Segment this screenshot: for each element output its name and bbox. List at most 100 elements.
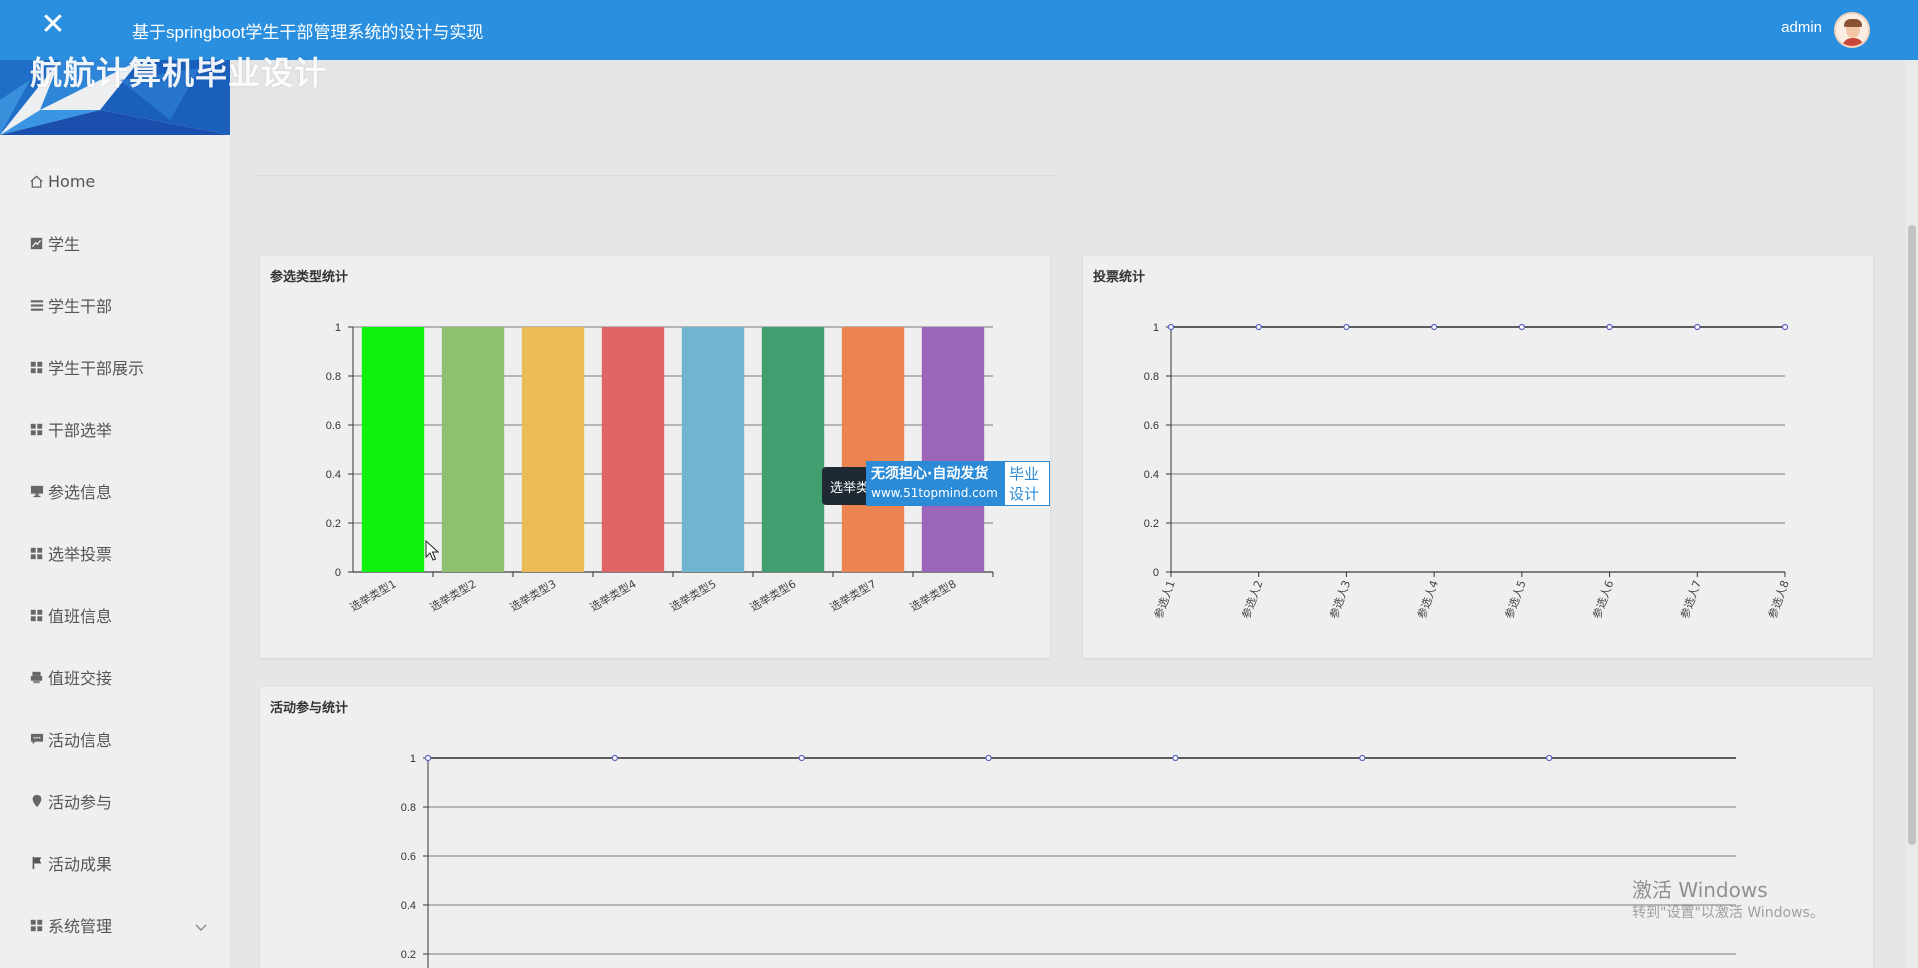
main-content: 参选类型统计 0 0.2 0.4 0.6 0.8 1 选举类型1 选举类型2 选举类型3 选举类型… — [230, 60, 1918, 968]
y-tick-label: 1 — [335, 322, 341, 334]
sidebar-item-candidate-info[interactable]: 参选信息 — [0, 460, 230, 522]
sidebar-item-activity-participation[interactable]: 活动参与 — [0, 770, 230, 832]
sidebar-item-system-management[interactable]: 系统管理 — [0, 894, 230, 956]
y-tick-label: 0.6 — [401, 851, 416, 863]
avatar[interactable] — [1834, 12, 1870, 48]
y-tick-label: 1 — [1153, 322, 1159, 334]
watermark-badge2: 设计 — [1009, 485, 1040, 503]
watermark-badge1: 毕业 — [1009, 465, 1040, 483]
candidate-type-chart-panel: 参选类型统计 0 0.2 0.4 0.6 0.8 1 选举类型1 选举类型2 选举类型3 选举类型… — [260, 256, 1050, 658]
grid-icon — [29, 608, 44, 623]
x-tick-label: 参选人8 — [1765, 578, 1792, 620]
y-tick-label: 0.2 — [1144, 518, 1159, 530]
y-tick-label: 0 — [335, 567, 341, 579]
y-tick-label: 1 — [410, 753, 416, 765]
scrollbar[interactable] — [1906, 60, 1918, 968]
y-tick-label: 0.8 — [1144, 371, 1159, 383]
sidebar-item-duty-info[interactable]: 值班信息 — [0, 584, 230, 646]
x-tick-label: 参选人5 — [1502, 578, 1529, 620]
sidebar-item-student[interactable]: 学生 — [0, 212, 230, 274]
sidebar-item-home[interactable]: Home — [0, 150, 230, 212]
sidebar-item-election-vote[interactable]: 选举投票 — [0, 522, 230, 584]
y-tick-label: 0.2 — [326, 518, 341, 530]
bar — [601, 327, 665, 572]
chart-title: 投票统计 — [1093, 270, 1146, 285]
sidebar-item-label: Home — [48, 171, 96, 191]
message-icon — [29, 732, 44, 747]
top-header: ✕ 基于springboot学生干部管理系统的设计与实现 admin — [0, 0, 1918, 60]
data-point — [1518, 323, 1525, 331]
data-point — [1694, 323, 1701, 331]
data-point — [798, 754, 805, 762]
x-tick-label: 参选人4 — [1414, 578, 1441, 620]
sidebar-item-duty-handover[interactable]: 值班交接 — [0, 646, 230, 708]
y-tick-label: 0.4 — [326, 469, 341, 481]
sidebar-item-cadre-election[interactable]: 干部选举 — [0, 398, 230, 460]
x-tick-label: 选举类型2 — [427, 576, 478, 614]
home-icon — [29, 174, 44, 189]
grid-icon — [29, 546, 44, 561]
data-point — [1431, 323, 1438, 331]
sidebar-item-label: 活动信息 — [48, 731, 113, 750]
chevron-down-icon[interactable] — [194, 918, 208, 937]
sidebar-item-label: 活动成果 — [48, 855, 113, 874]
divider — [255, 175, 1055, 176]
flag-icon — [29, 856, 44, 871]
username[interactable]: admin — [1781, 19, 1822, 36]
y-tick-label: 0 — [1153, 567, 1159, 579]
x-tick-label: 参选人1 — [1151, 578, 1178, 620]
sidebar-item-activity-info[interactable]: 活动信息 — [0, 708, 230, 770]
sidebar-item-label: 参选信息 — [48, 483, 113, 502]
y-tick-label: 0.6 — [1144, 420, 1159, 432]
sidebar-item-activity-results[interactable]: 活动成果 — [0, 832, 230, 894]
bar — [521, 327, 585, 572]
grid-icon — [29, 918, 44, 933]
sidebar-item-label: 值班信息 — [48, 607, 113, 626]
close-icon[interactable]: ✕ — [40, 7, 66, 42]
data-point — [1546, 754, 1553, 762]
scrollbar-thumb[interactable] — [1908, 225, 1916, 845]
watermark-badge: 毕业 设计 — [1004, 461, 1050, 506]
x-tick-label: 选举类型1 — [347, 576, 398, 614]
sidebar-item-label: 系统管理 — [48, 917, 113, 936]
sidebar-item-cadre-display[interactable]: 学生干部展示 — [0, 336, 230, 398]
bar — [441, 327, 505, 572]
data-point — [611, 754, 618, 762]
y-tick-label: 0.4 — [401, 900, 416, 912]
candidate-type-chart: 0 0.2 0.4 0.6 0.8 1 选举类型1 选举类型2 选举类型3 选举类型4 选举类型5 选… — [326, 322, 994, 614]
vote-chart-panel: 投票统计 0 0.2 0.4 0.6 0.8 1 参选人1 参选人2 参选人3 参选人4 参选人5 参… — [1083, 256, 1873, 658]
grid-icon — [29, 422, 44, 437]
bar — [761, 327, 825, 572]
bar — [681, 327, 745, 572]
sidebar-item-student-cadre[interactable]: 学生干部 — [0, 274, 230, 336]
bar — [361, 327, 425, 572]
mouse-cursor-icon — [425, 539, 440, 566]
watermark-line1: 无须担心·自动发货 — [871, 466, 989, 482]
chart-title: 活动参与统计 — [270, 701, 349, 716]
sidebar-item-label: 值班交接 — [48, 669, 113, 688]
list-icon — [29, 298, 44, 313]
watermark-ad: 无须担心·自动发货 www.51topmind.com — [866, 461, 1004, 506]
sidebar-menu: Home 学生 学生干部 学生干部展示 干部选举 参选信息 选举投票 值班信息 — [0, 150, 230, 956]
watermark-line2: www.51topmind.com — [871, 486, 998, 500]
y-tick-label: 0.8 — [401, 802, 416, 814]
activity-chart: 0.2 0.4 0.6 0.8 1 — [401, 753, 1736, 968]
data-point — [1172, 754, 1179, 762]
chart-icon — [29, 236, 44, 251]
location-icon — [29, 794, 44, 809]
vote-chart: 0 0.2 0.4 0.6 0.8 1 参选人1 参选人2 参选人3 参选人4 参选人5 参选人6 参选… — [1144, 322, 1792, 621]
data-point — [424, 754, 432, 762]
data-point — [1255, 323, 1262, 331]
page-title: 基于springboot学生干部管理系统的设计与实现 — [132, 23, 484, 42]
x-tick-label: 参选人2 — [1239, 578, 1266, 620]
printer-icon — [29, 670, 44, 685]
sidebar-item-label: 干部选举 — [48, 421, 113, 440]
x-tick-label: 选举类型4 — [587, 576, 638, 614]
x-tick-label: 参选人3 — [1326, 578, 1353, 620]
data-point — [1359, 754, 1366, 762]
windows-activation-subtitle: 转到"设置"以激活 Windows。 — [1632, 905, 1824, 921]
x-tick-label: 选举类型5 — [667, 576, 718, 614]
sidebar-item-label: 学生干部 — [48, 297, 113, 316]
brand-watermark: 航航计算机毕业设计 — [30, 54, 328, 92]
data-point — [1606, 323, 1613, 331]
